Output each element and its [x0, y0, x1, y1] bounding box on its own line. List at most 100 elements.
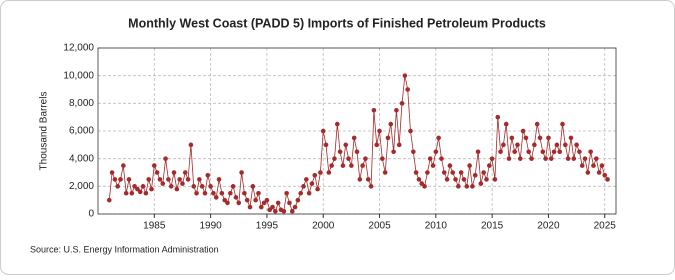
point — [475, 149, 481, 155]
point — [377, 128, 382, 134]
point — [222, 197, 227, 203]
point — [565, 156, 571, 161]
point — [515, 142, 520, 148]
point — [337, 149, 343, 155]
point — [312, 172, 318, 178]
point — [109, 170, 115, 175]
point — [512, 149, 517, 155]
point — [520, 128, 526, 134]
point — [593, 156, 599, 161]
point — [396, 142, 402, 148]
point — [453, 177, 458, 182]
point — [292, 204, 298, 210]
point — [439, 156, 444, 161]
point — [115, 184, 121, 189]
point — [275, 200, 281, 206]
point — [447, 163, 453, 168]
point — [509, 135, 515, 141]
point — [216, 177, 222, 182]
point — [298, 190, 303, 196]
point — [585, 170, 591, 175]
point — [467, 163, 472, 168]
point — [487, 163, 492, 168]
point — [267, 207, 273, 213]
point — [391, 149, 396, 155]
point — [602, 172, 608, 178]
point — [461, 177, 467, 182]
point — [563, 142, 568, 148]
point — [261, 200, 267, 206]
point — [402, 73, 408, 78]
point — [197, 177, 202, 182]
x-tick-label: 2025 — [594, 221, 617, 232]
point — [441, 170, 447, 175]
point — [270, 204, 275, 210]
point — [154, 170, 160, 175]
point — [419, 181, 425, 186]
y-tick-label: 12,000 — [63, 43, 94, 54]
point — [239, 170, 244, 175]
point — [349, 163, 354, 168]
point — [374, 142, 380, 148]
point — [149, 186, 154, 192]
point — [506, 156, 512, 161]
point — [582, 156, 588, 161]
point — [121, 163, 126, 168]
point — [529, 156, 534, 161]
point — [332, 156, 337, 161]
x-tick-label: 1985 — [143, 221, 166, 232]
point — [484, 177, 489, 182]
point — [433, 149, 439, 155]
point — [264, 197, 270, 203]
point — [481, 170, 486, 175]
point — [247, 204, 253, 210]
y-tick-label: 6,000 — [69, 126, 94, 137]
point — [599, 163, 605, 168]
point — [368, 184, 374, 189]
point — [185, 177, 191, 182]
point — [174, 186, 180, 192]
point — [540, 149, 546, 155]
point — [413, 170, 419, 175]
point — [489, 156, 495, 161]
point — [571, 156, 577, 161]
point — [340, 163, 346, 168]
point — [137, 189, 143, 195]
point — [289, 208, 295, 214]
point — [140, 184, 146, 189]
point — [532, 142, 537, 148]
point — [363, 156, 368, 161]
chart-title: Monthly West Coast (PADD 5) Imports of F… — [128, 16, 546, 30]
point — [208, 184, 213, 189]
point — [548, 156, 554, 161]
point — [213, 195, 219, 200]
point — [106, 197, 112, 203]
x-tick-label: 2020 — [537, 221, 560, 232]
point — [416, 177, 422, 182]
x-tick-label: 2010 — [425, 221, 448, 232]
point — [470, 184, 475, 189]
point — [199, 184, 205, 189]
point — [472, 172, 478, 178]
point — [577, 149, 582, 155]
point — [546, 135, 551, 141]
point — [551, 149, 557, 155]
point — [501, 142, 506, 148]
point — [146, 177, 151, 182]
point — [250, 184, 256, 189]
point — [163, 156, 168, 161]
point — [579, 163, 585, 168]
point — [273, 208, 278, 214]
point — [588, 149, 593, 155]
point — [143, 190, 149, 196]
point — [118, 177, 123, 182]
point — [365, 177, 371, 182]
point — [281, 208, 287, 214]
point — [160, 181, 166, 186]
point — [385, 135, 391, 141]
point — [171, 170, 177, 175]
point — [554, 142, 560, 148]
point — [157, 177, 163, 182]
point — [152, 163, 157, 168]
